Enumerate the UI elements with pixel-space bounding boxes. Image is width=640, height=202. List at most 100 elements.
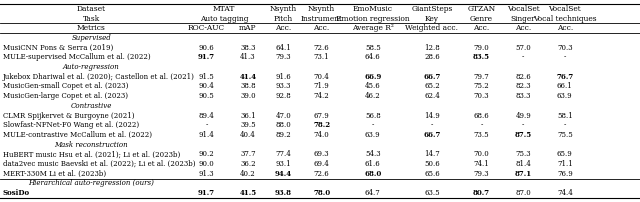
Text: 89.4: 89.4 bbox=[198, 112, 214, 120]
Text: 72.6: 72.6 bbox=[314, 170, 330, 178]
Text: -: - bbox=[205, 121, 207, 129]
Text: 36.2: 36.2 bbox=[240, 160, 256, 168]
Text: Instrument: Instrument bbox=[301, 15, 342, 23]
Text: Acc.: Acc. bbox=[515, 24, 531, 32]
Text: 50.6: 50.6 bbox=[424, 160, 440, 168]
Text: 68.6: 68.6 bbox=[474, 112, 490, 120]
Text: Acc.: Acc. bbox=[314, 24, 330, 32]
Text: Dataset: Dataset bbox=[77, 5, 106, 13]
Text: Nsynth: Nsynth bbox=[308, 5, 335, 13]
Text: 73.5: 73.5 bbox=[474, 131, 490, 139]
Text: 75.3: 75.3 bbox=[515, 150, 531, 158]
Text: -: - bbox=[564, 53, 566, 61]
Text: 70.4: 70.4 bbox=[314, 73, 330, 81]
Text: Average R²: Average R² bbox=[352, 24, 394, 32]
Text: 14.7: 14.7 bbox=[424, 150, 440, 158]
Text: Auto tagging: Auto tagging bbox=[200, 15, 248, 23]
Text: 83.5: 83.5 bbox=[473, 53, 490, 61]
Text: 65.2: 65.2 bbox=[424, 82, 440, 90]
Text: 45.6: 45.6 bbox=[365, 82, 381, 90]
Text: Slowfast-NFNet-F0 Wang et al. (2022): Slowfast-NFNet-F0 Wang et al. (2022) bbox=[3, 121, 139, 129]
Text: 63.9: 63.9 bbox=[365, 131, 381, 139]
Text: 74.0: 74.0 bbox=[314, 131, 330, 139]
Text: 64.7: 64.7 bbox=[365, 189, 381, 197]
Text: 67.9: 67.9 bbox=[314, 112, 330, 120]
Text: Singer: Singer bbox=[511, 15, 536, 23]
Text: 69.3: 69.3 bbox=[314, 150, 330, 158]
Text: 80.7: 80.7 bbox=[473, 189, 490, 197]
Text: 79.7: 79.7 bbox=[474, 73, 490, 81]
Text: 87.0: 87.0 bbox=[515, 189, 531, 197]
Text: 56.8: 56.8 bbox=[365, 112, 381, 120]
Text: ROC-AUC: ROC-AUC bbox=[188, 24, 225, 32]
Text: 83.3: 83.3 bbox=[515, 92, 531, 100]
Text: 91.3: 91.3 bbox=[198, 170, 214, 178]
Text: 49.9: 49.9 bbox=[515, 112, 531, 120]
Text: 38.8: 38.8 bbox=[240, 82, 256, 90]
Text: 63.5: 63.5 bbox=[424, 189, 440, 197]
Text: 65.9: 65.9 bbox=[557, 150, 573, 158]
Text: 66.7: 66.7 bbox=[423, 131, 441, 139]
Text: 91.5: 91.5 bbox=[198, 73, 214, 81]
Text: 75.2: 75.2 bbox=[474, 82, 490, 90]
Text: 54.3: 54.3 bbox=[365, 150, 381, 158]
Text: -: - bbox=[522, 53, 524, 61]
Text: 65.6: 65.6 bbox=[424, 170, 440, 178]
Text: 92.8: 92.8 bbox=[275, 92, 291, 100]
Text: 78.0: 78.0 bbox=[313, 189, 330, 197]
Text: 66.1: 66.1 bbox=[557, 82, 573, 90]
Text: 41.5: 41.5 bbox=[239, 189, 257, 197]
Text: 91.4: 91.4 bbox=[198, 131, 214, 139]
Text: Contrastive: Contrastive bbox=[70, 102, 112, 110]
Text: 76.9: 76.9 bbox=[557, 170, 573, 178]
Text: 71.1: 71.1 bbox=[557, 160, 573, 168]
Text: 91.7: 91.7 bbox=[198, 189, 215, 197]
Text: 70.0: 70.0 bbox=[474, 150, 490, 158]
Text: -: - bbox=[481, 121, 483, 129]
Text: 71.9: 71.9 bbox=[314, 82, 330, 90]
Text: MERT-330M Li et al. (2023b): MERT-330M Li et al. (2023b) bbox=[3, 170, 106, 178]
Text: 75.5: 75.5 bbox=[557, 131, 573, 139]
Text: 40.2: 40.2 bbox=[240, 170, 256, 178]
Text: CLMR Spijkervet & Burgoyne (2021): CLMR Spijkervet & Burgoyne (2021) bbox=[3, 112, 134, 120]
Text: 90.6: 90.6 bbox=[198, 44, 214, 52]
Text: 76.7: 76.7 bbox=[556, 73, 573, 81]
Text: 90.5: 90.5 bbox=[198, 92, 214, 100]
Text: 41.3: 41.3 bbox=[240, 53, 256, 61]
Text: GiantSteps: GiantSteps bbox=[412, 5, 452, 13]
Text: Metrics: Metrics bbox=[77, 24, 106, 32]
Text: 79.0: 79.0 bbox=[474, 44, 490, 52]
Text: VocalSet: VocalSet bbox=[548, 5, 581, 13]
Text: 93.8: 93.8 bbox=[275, 189, 292, 197]
Text: 87.5: 87.5 bbox=[515, 131, 532, 139]
Text: -: - bbox=[522, 121, 524, 129]
Text: Acc.: Acc. bbox=[474, 24, 490, 32]
Text: 63.9: 63.9 bbox=[557, 92, 573, 100]
Text: 93.3: 93.3 bbox=[275, 82, 291, 90]
Text: 74.1: 74.1 bbox=[474, 160, 490, 168]
Text: VocalSet: VocalSet bbox=[507, 5, 540, 13]
Text: Nsynth: Nsynth bbox=[269, 5, 297, 13]
Text: 58.5: 58.5 bbox=[365, 44, 381, 52]
Text: 91.6: 91.6 bbox=[275, 73, 291, 81]
Text: 61.6: 61.6 bbox=[365, 160, 381, 168]
Text: HuBERT music Hsu et al. (2021); Li et al. (2023b): HuBERT music Hsu et al. (2021); Li et al… bbox=[3, 150, 180, 158]
Text: 91.7: 91.7 bbox=[198, 53, 215, 61]
Text: 78.2: 78.2 bbox=[313, 121, 330, 129]
Text: 82.3: 82.3 bbox=[515, 82, 531, 90]
Text: -: - bbox=[372, 121, 374, 129]
Text: 58.1: 58.1 bbox=[557, 112, 573, 120]
Text: 37.7: 37.7 bbox=[240, 150, 256, 158]
Text: 64.6: 64.6 bbox=[365, 53, 381, 61]
Text: 89.2: 89.2 bbox=[275, 131, 291, 139]
Text: Pitch: Pitch bbox=[274, 15, 292, 23]
Text: data2vec music Baevski et al. (2022); Li et al. (2023b): data2vec music Baevski et al. (2022); Li… bbox=[3, 160, 195, 168]
Text: 12.8: 12.8 bbox=[424, 44, 440, 52]
Text: 28.6: 28.6 bbox=[424, 53, 440, 61]
Text: MusicGen-small Copet et al. (2023): MusicGen-small Copet et al. (2023) bbox=[3, 82, 128, 90]
Text: Task: Task bbox=[83, 15, 100, 23]
Text: Genre: Genre bbox=[470, 15, 493, 23]
Text: 47.0: 47.0 bbox=[275, 112, 291, 120]
Text: Jukebox Dhariwal et al. (2020); Castellon et al. (2021): Jukebox Dhariwal et al. (2020); Castello… bbox=[3, 73, 195, 81]
Text: 87.1: 87.1 bbox=[515, 170, 532, 178]
